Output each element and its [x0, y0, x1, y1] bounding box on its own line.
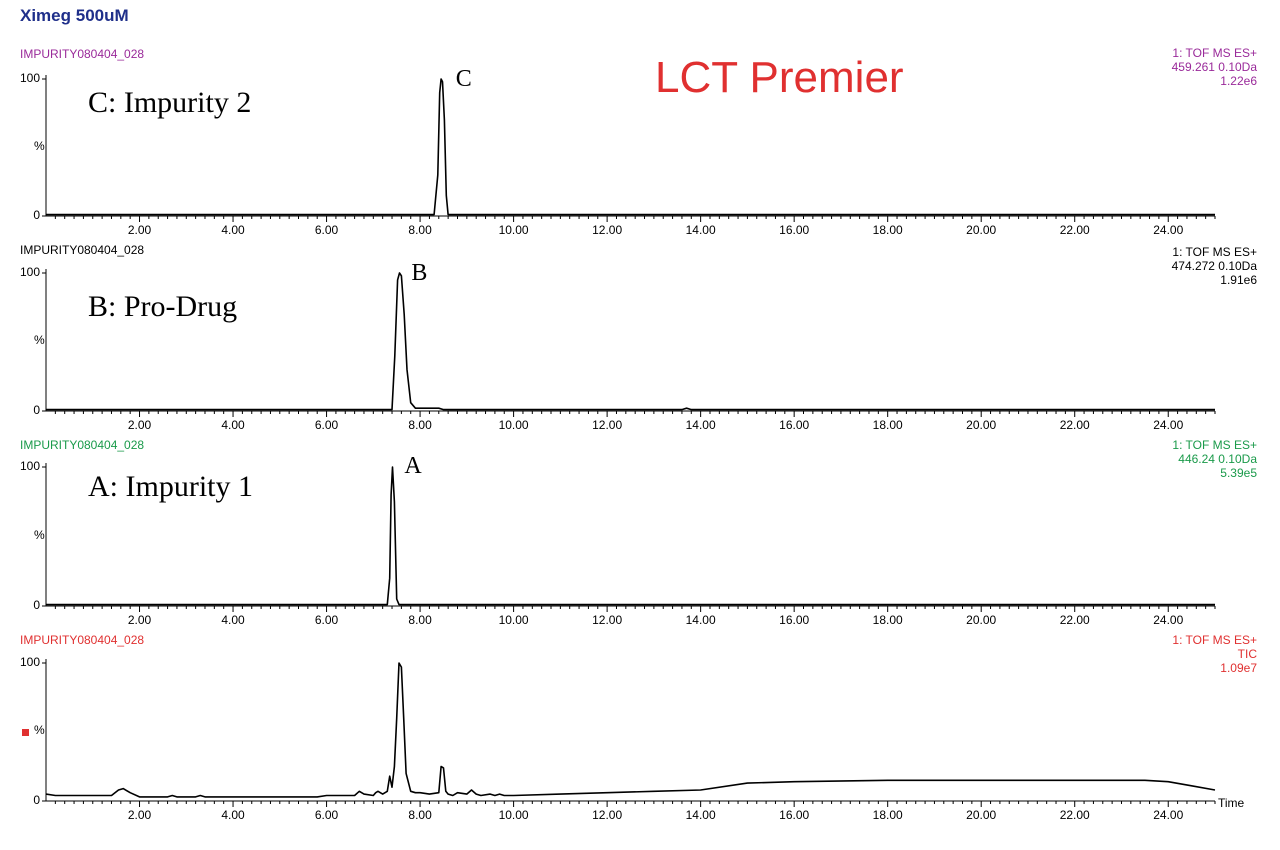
y-tick-label: 0	[33, 598, 40, 612]
x-tick-label: 12.00	[592, 613, 623, 627]
trace-info-line: 1.22e6	[1220, 74, 1257, 88]
x-tick-label: 4.00	[221, 418, 245, 432]
trace-info-line: 446.24 0.10Da	[1178, 452, 1257, 466]
x-tick-label: 24.00	[1153, 418, 1184, 432]
x-tick-label: 24.00	[1153, 613, 1184, 627]
trace-info-line: 459.261 0.10Da	[1171, 60, 1257, 74]
x-axis-label: Time	[1218, 796, 1245, 810]
trace-line	[46, 78, 1215, 216]
trace-marker-icon	[22, 729, 29, 736]
x-tick-label: 22.00	[1059, 223, 1090, 237]
x-tick-label: 18.00	[872, 613, 903, 627]
y-tick-label: 0	[33, 403, 40, 417]
y-tick-label: 100	[19, 655, 40, 669]
trace-info: 1: TOF MS ES+ 446.24 0.10Da 5.39e5	[1172, 438, 1257, 480]
x-tick-label: 18.00	[872, 418, 903, 432]
y-axis-label: %	[34, 527, 45, 542]
x-tick-label: 14.00	[685, 418, 716, 432]
x-tick-label: 22.00	[1059, 808, 1090, 822]
trace-info: 1: TOF MS ES+ 459.261 0.10Da 1.22e6	[1172, 46, 1257, 88]
y-tick-label: 100	[19, 459, 40, 473]
trace-info-line: 1.91e6	[1220, 273, 1257, 287]
trace-info-line: 1: TOF MS ES+	[1172, 245, 1257, 259]
x-tick-label: 16.00	[779, 613, 810, 627]
peak-label: B	[411, 260, 428, 286]
x-tick-label: 8.00	[408, 418, 432, 432]
sample-label: IMPURITY080404_028	[20, 243, 145, 257]
x-tick-label: 2.00	[127, 418, 152, 432]
x-tick-label: 14.00	[685, 808, 716, 822]
sample-label: IMPURITY080404_028	[20, 47, 145, 61]
trace-info: 1: TOF MS ES+ TIC 1.09e7	[1172, 633, 1257, 675]
y-axis-label: %	[34, 723, 45, 737]
x-tick-label: 6.00	[314, 223, 339, 237]
figure-title: Ximeg 500uM	[20, 6, 129, 25]
x-tick-label: 10.00	[498, 418, 529, 432]
trace-info-line: 1: TOF MS ES+	[1172, 633, 1257, 647]
x-tick-label: 2.00	[127, 613, 152, 627]
x-tick-label: 6.00	[314, 418, 339, 432]
x-tick-label: 2.00	[127, 808, 152, 822]
x-tick-label: 8.00	[408, 223, 432, 237]
x-tick-label: 22.00	[1059, 418, 1090, 432]
x-tick-label: 10.00	[498, 808, 529, 822]
y-tick-label: 100	[19, 71, 40, 85]
x-tick-label: 6.00	[314, 613, 339, 627]
x-tick-label: 16.00	[779, 808, 810, 822]
instrument-label: LCT Premier	[655, 53, 904, 102]
x-tick-label: 4.00	[221, 613, 245, 627]
trace-line	[46, 272, 1215, 411]
x-tick-label: 12.00	[592, 418, 623, 432]
x-tick-label: 14.00	[685, 223, 716, 237]
y-tick-label: 100	[19, 265, 40, 279]
x-tick-label: 18.00	[872, 223, 903, 237]
x-tick-label: 2.00	[127, 223, 152, 237]
x-tick-label: 14.00	[685, 613, 716, 627]
x-tick-label: 6.00	[314, 808, 339, 822]
x-tick-label: 20.00	[966, 808, 997, 822]
x-tick-label: 24.00	[1153, 223, 1184, 237]
trace-info-line: 1.09e7	[1220, 661, 1257, 675]
x-tick-label: 24.00	[1153, 808, 1184, 822]
x-tick-label: 8.00	[408, 808, 432, 822]
trace-info-line: 1: TOF MS ES+	[1172, 46, 1257, 60]
x-tick-label: 4.00	[221, 808, 245, 822]
x-tick-label: 20.00	[966, 613, 997, 627]
sample-label: IMPURITY080404_028	[20, 633, 145, 647]
x-tick-label: 20.00	[966, 223, 997, 237]
x-tick-label: 4.00	[221, 223, 245, 237]
compound-label: C: Impurity 2	[88, 86, 252, 119]
trace-info-line: 1: TOF MS ES+	[1172, 438, 1257, 452]
x-tick-label: 16.00	[779, 418, 810, 432]
x-tick-label: 10.00	[498, 223, 529, 237]
trace-info-line: 5.39e5	[1220, 466, 1257, 480]
compound-label: B: Pro-Drug	[88, 290, 238, 323]
x-tick-label: 12.00	[592, 808, 623, 822]
trace-info-line: TIC	[1237, 647, 1257, 661]
x-tick-label: 12.00	[592, 223, 623, 237]
x-tick-label: 16.00	[779, 223, 810, 237]
peak-label: A	[404, 453, 422, 479]
x-tick-label: 10.00	[498, 613, 529, 627]
y-axis-label: %	[34, 333, 45, 347]
sample-label: IMPURITY080404_028	[20, 438, 145, 452]
trace-info: 1: TOF MS ES+ 474.272 0.10Da 1.91e6	[1172, 245, 1257, 287]
x-tick-label: 18.00	[872, 808, 903, 822]
trace-line	[46, 466, 1215, 606]
y-axis-label: %	[34, 138, 45, 153]
x-tick-label: 20.00	[966, 418, 997, 432]
y-tick-label: 0	[33, 793, 40, 807]
y-tick-label: 0	[33, 208, 40, 222]
trace-line	[45, 662, 1216, 798]
trace-info-line: 474.272 0.10Da	[1171, 259, 1257, 273]
peak-label: C	[455, 66, 472, 92]
x-tick-label: 8.00	[408, 613, 432, 627]
x-tick-label: 22.00	[1059, 613, 1090, 627]
compound-label: A: Impurity 1	[88, 470, 253, 503]
